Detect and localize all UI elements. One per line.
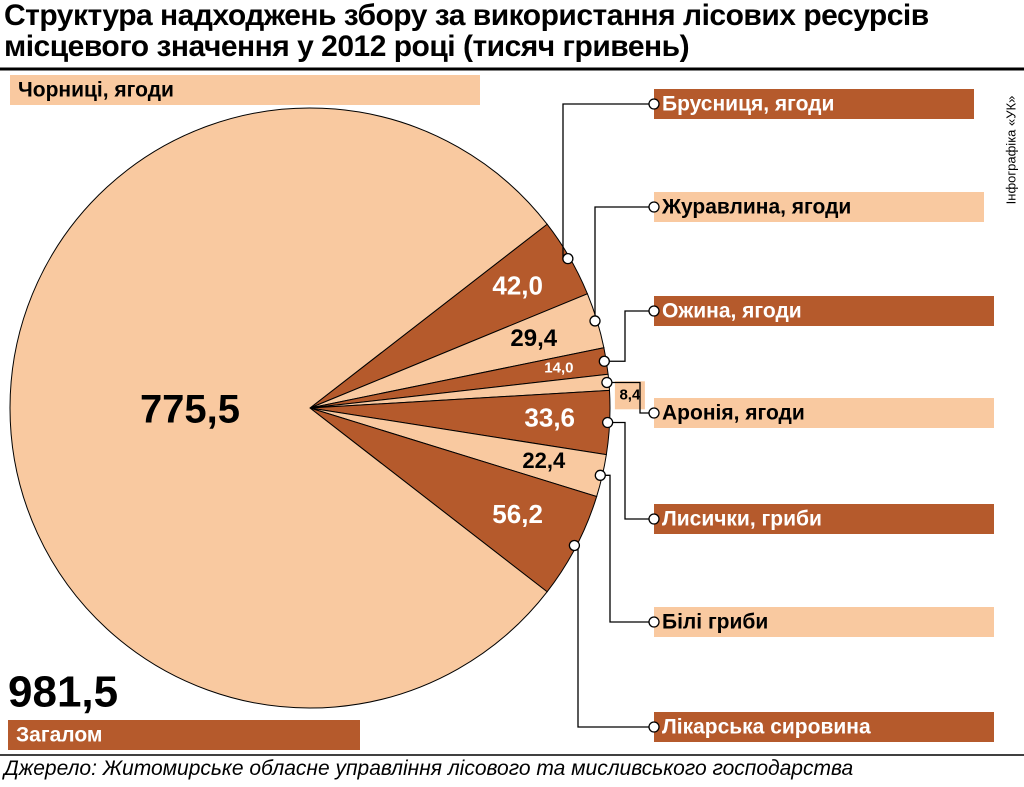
category-label: Білі гриби: [662, 611, 768, 634]
leader-dot: [648, 721, 660, 733]
leader-line: [562, 103, 654, 260]
value-label: 56,2: [492, 499, 543, 529]
label-box: [10, 75, 480, 105]
source: Джерело: Житомирське обласне управління …: [4, 757, 854, 780]
total-value: 981,5: [8, 668, 118, 717]
leader-line: [600, 474, 654, 623]
label-box: [654, 607, 994, 637]
leader-dot: [562, 253, 574, 265]
label-box: [654, 192, 984, 222]
label-box: [654, 296, 994, 326]
value-label: 29,4: [510, 325, 557, 352]
leader-dot: [601, 376, 613, 389]
value-label: 33,6: [524, 403, 575, 433]
value-label: 22,4: [522, 448, 566, 473]
total-name: Загалом: [16, 724, 102, 747]
value-label: 14,0: [544, 359, 573, 376]
category-label: Журавлина, ягоди: [661, 196, 851, 219]
credit: Інфографіка «УК»: [1003, 96, 1018, 205]
label-box: [654, 504, 994, 534]
leader-line: [574, 544, 654, 728]
leader-dot: [648, 513, 660, 525]
leader-dot: [648, 305, 660, 317]
leader-line: [604, 310, 654, 362]
label-box: [654, 712, 994, 742]
leader-dot: [648, 407, 660, 419]
leader-dot: [589, 315, 601, 327]
leader-dot: [601, 416, 614, 429]
value-label: 775,5: [140, 388, 240, 432]
label-box: [654, 398, 994, 428]
leader-dot: [568, 539, 581, 552]
leader-dot: [598, 355, 610, 367]
leader-line: [607, 421, 654, 520]
pie-slice: [9, 107, 548, 709]
leader-dot: [648, 98, 660, 110]
leader-dot: [648, 616, 660, 628]
label-box: [654, 89, 974, 119]
leader-line: [594, 206, 654, 322]
leader-dot: [594, 469, 606, 481]
title: Структура надходжень збору за використан…: [4, 0, 929, 63]
category-label: Брусниця, ягоди: [662, 93, 834, 116]
value-label: 42,0: [492, 271, 543, 301]
leader-line: [606, 381, 654, 414]
category-label: Лікарська сировина: [662, 716, 871, 739]
category-label: Лисички, гриби: [662, 508, 822, 531]
total-box: [8, 720, 360, 750]
value-label: 8,4: [619, 386, 641, 403]
category-label: Ожина, ягоди: [662, 300, 802, 323]
category-label: Аронія, ягоди: [662, 402, 805, 425]
category-label: Чорниці, ягоди: [18, 79, 174, 102]
leader-dot: [648, 201, 660, 213]
